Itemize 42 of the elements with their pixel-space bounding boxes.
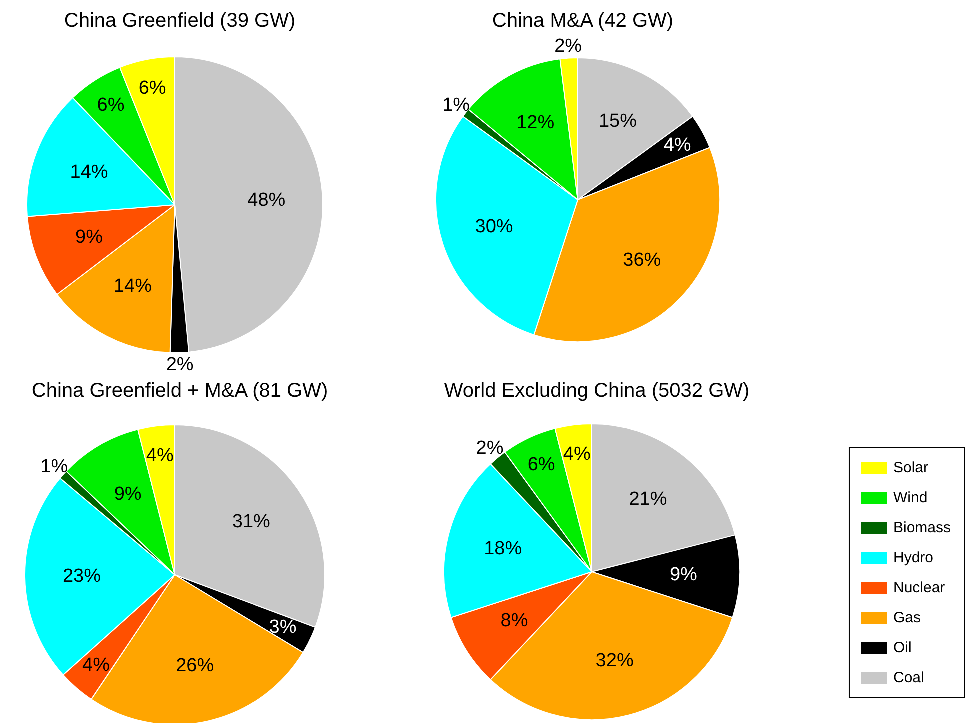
data-label: 8% [500,610,528,632]
slice-label: China M&A (42 GW) [492,10,674,32]
data-label: 31% [232,511,271,532]
data-label: 6% [138,78,166,100]
data-label: 9% [114,484,142,506]
data-label: 14% [114,276,152,298]
data-label: 2% [166,354,194,376]
data-label: 9% [670,564,698,586]
data-label: 1% [40,456,68,478]
slice-label: China Greenfield (39 GW) [64,10,296,32]
legend-label: Hydro [893,550,934,566]
legend-label: Oil [893,640,912,656]
legend-label: Coal [893,670,924,686]
data-label: 15% [598,111,638,132]
data-label: 48% [248,190,286,212]
data-label: 1% [442,95,470,116]
data-label: 23% [62,566,102,587]
slice-label: China Greenfield + M&A (81 GW) [32,380,328,402]
data-label: 12% [516,112,555,134]
data-label: 4% [563,444,591,466]
data-label: 32% [596,650,634,672]
data-label: 14% [70,162,108,183]
data-label: 4% [82,655,110,676]
legend-label: Biomass [893,520,952,536]
legend-label: Gas [893,610,921,626]
slice-label: World Excluding China (5032 GW) [444,380,750,402]
legend-label: Nuclear [893,580,946,596]
data-label: 30% [475,216,514,238]
data-label: 26% [176,655,214,676]
data-label: 2% [554,36,582,57]
data-label: 6% [97,94,125,116]
data-label: 6% [528,454,556,476]
data-label: 9% [76,227,104,248]
data-label: 3% [269,616,297,638]
data-label: 2% [476,438,504,460]
legend-label: Wind [893,490,928,506]
data-label: 18% [484,538,522,560]
data-label: 4% [146,445,174,466]
data-label: 36% [623,250,662,271]
data-label: 4% [664,134,692,156]
data-label: 21% [629,488,668,510]
legend-label: Solar [893,460,929,476]
